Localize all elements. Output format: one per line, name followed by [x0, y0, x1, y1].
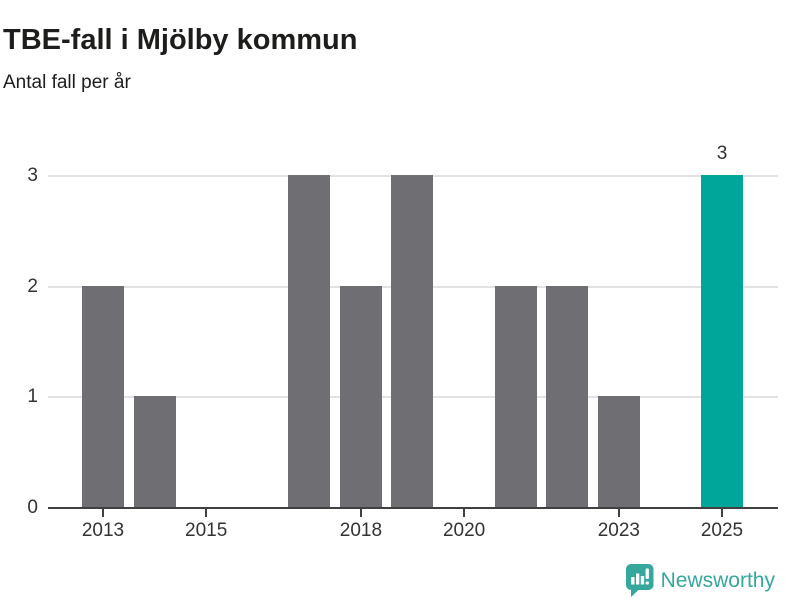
y-tick-label-2: 2: [27, 275, 38, 297]
x-tick-label-2023: 2023: [597, 520, 640, 541]
bar-2021: [494, 285, 537, 507]
plot-area: 2013 2015 2018 2020 2023 2025 3: [48, 143, 778, 541]
bar-2023: [597, 396, 640, 507]
x-tick-2015: [205, 509, 208, 517]
x-tick-2013: [102, 509, 104, 517]
x-tick-2025: [720, 509, 723, 517]
y-tick-label-0: 0: [27, 497, 38, 518]
bar-2019: [391, 175, 434, 507]
newsworthy-logo-icon: [625, 564, 654, 597]
bar-2017: [288, 175, 331, 507]
bar-2018: [339, 285, 382, 507]
bar-2022: [546, 285, 589, 507]
x-tick-label-2020: 2020: [442, 520, 486, 541]
x-tick-2020: [463, 509, 466, 517]
x-tick-2018: [359, 509, 362, 517]
attribution: Newsworthy: [625, 564, 775, 597]
x-tick-label-2013: 2013: [81, 520, 125, 541]
x-axis-line: [48, 507, 778, 509]
bar-2013: [82, 285, 124, 507]
chart-subtitle: Antal fall per år: [3, 72, 131, 93]
y-tick-label-3: 3: [27, 165, 38, 186]
bar-value-label-2025: 3: [716, 143, 728, 164]
chart-title: TBE-fall i Mjölby kommun: [3, 24, 358, 57]
x-tick-label-2018: 2018: [339, 520, 383, 541]
x-tick-label-2025: 2025: [700, 520, 744, 541]
bar-2025: [700, 175, 743, 507]
bar-2014: [133, 396, 176, 507]
x-tick-label-2015: 2015: [185, 520, 228, 541]
x-tick-2023: [617, 509, 620, 517]
y-tick-label-1: 1: [27, 386, 38, 408]
newsworthy-brand-text: Newsworthy: [660, 568, 775, 592]
